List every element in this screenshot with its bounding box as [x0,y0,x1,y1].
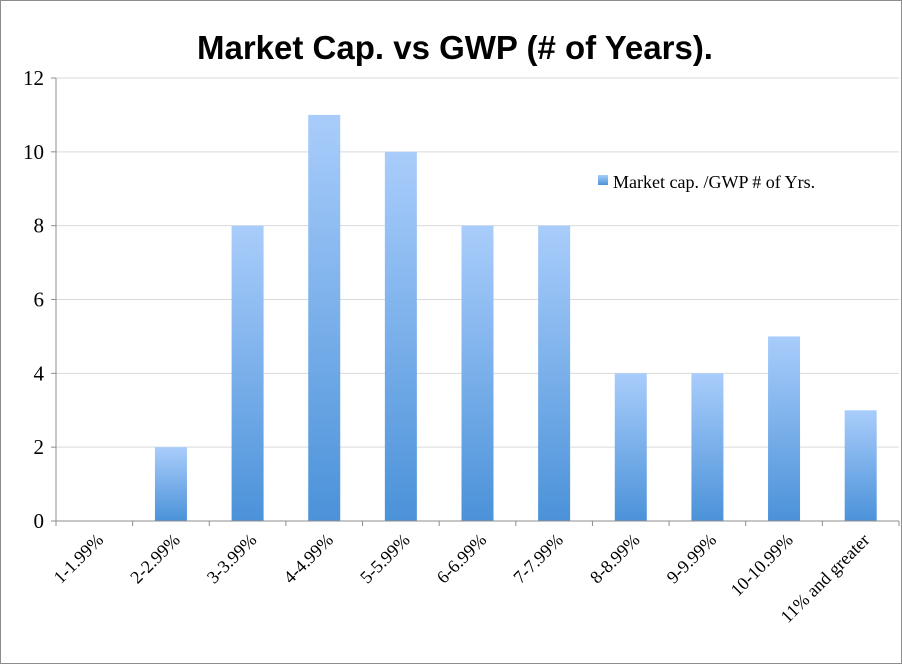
y-tick-label: 12 [23,66,44,90]
bar [844,410,877,521]
x-tick-label: 1-1.99% [50,530,108,588]
bar [154,447,187,521]
y-tick-label: 8 [34,214,45,238]
x-tick-labels: 1-1.99% 2-2.99% 3-3.99% 4-4.99% 5-5.99% 6-6.9… [50,530,874,627]
legend: Market cap. /GWP # of Yrs. [598,172,815,192]
x-tick-label: 2-2.99% [126,530,184,588]
bars [154,114,877,522]
bar [308,114,341,522]
x-tick-label: 3-3.99% [203,530,261,588]
y-tick-label: 4 [34,361,45,385]
y-tick-label: 6 [34,288,45,312]
legend-label: Market cap. /GWP # of Yrs. [613,172,815,192]
bar [538,225,571,521]
bar [231,225,264,521]
x-tick-label: 4-4.99% [279,530,337,588]
chart-title: Market Cap. vs GWP (# of Years). [197,29,713,66]
x-tick-label: 10-10.99% [727,530,797,600]
y-tick-label: 2 [34,435,45,459]
bar [768,336,801,521]
legend-swatch [598,175,608,185]
x-tick-label: 9-9.99% [663,530,721,588]
x-tick-label: 5-5.99% [356,530,414,588]
y-tick-labels: 0 2 4 6 8 10 12 [23,66,45,533]
x-tick-label: 7-7.99% [509,530,567,588]
x-tick-label: 6-6.99% [433,530,491,588]
x-tick-label: 8-8.99% [586,530,644,588]
bar [384,151,417,522]
y-tick-label: 10 [23,140,44,164]
bar [691,373,724,521]
bar [614,373,647,521]
axes [55,78,900,526]
bar [461,225,494,521]
y-tick-label: 0 [34,509,45,533]
